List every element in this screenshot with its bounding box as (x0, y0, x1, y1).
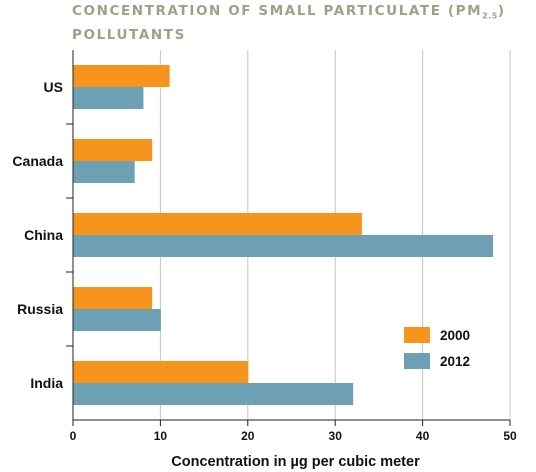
bar-india-2000 (73, 361, 249, 383)
bar-china-2012 (73, 235, 494, 257)
title-line2: POLLUTANTS (72, 26, 186, 43)
x-tick-label-50: 50 (503, 429, 517, 443)
x-tick-label-0: 0 (70, 429, 77, 443)
bar-canada-2000 (73, 139, 153, 161)
bar-us-2000 (73, 65, 170, 87)
bar-russia-2000 (73, 287, 153, 309)
bar-canada-2012 (73, 161, 135, 183)
legend-swatch-2012 (404, 353, 430, 369)
bar-china-2000 (73, 213, 362, 235)
x-axis-label: Concentration in µg per cubic meter (171, 454, 420, 470)
bar-india-2012 (73, 383, 354, 405)
x-tick-label-10: 10 (154, 429, 168, 443)
bar-us-2012 (73, 87, 144, 109)
x-tick-label-30: 30 (329, 429, 343, 443)
category-label-canada: Canada (12, 153, 63, 169)
x-tick-label-40: 40 (416, 429, 430, 443)
title-subscript: 2.5 (482, 11, 498, 21)
category-label-china: China (24, 227, 63, 243)
x-tick-label-20: 20 (241, 429, 255, 443)
bar-russia-2012 (73, 309, 161, 331)
title-end: ) (497, 3, 506, 19)
chart-title: CONCENTRATION OF SMALL PARTICULATE (PM2.… (72, 2, 506, 45)
title-main: CONCENTRATION OF SMALL PARTICULATE (PM (72, 3, 483, 19)
legend-label-2000: 2000 (440, 328, 470, 343)
legend-swatch-2000 (404, 327, 430, 343)
category-label-india: India (30, 375, 63, 391)
category-label-us: US (44, 79, 63, 95)
legend-label-2012: 2012 (440, 354, 470, 369)
category-label-russia: Russia (17, 301, 63, 317)
